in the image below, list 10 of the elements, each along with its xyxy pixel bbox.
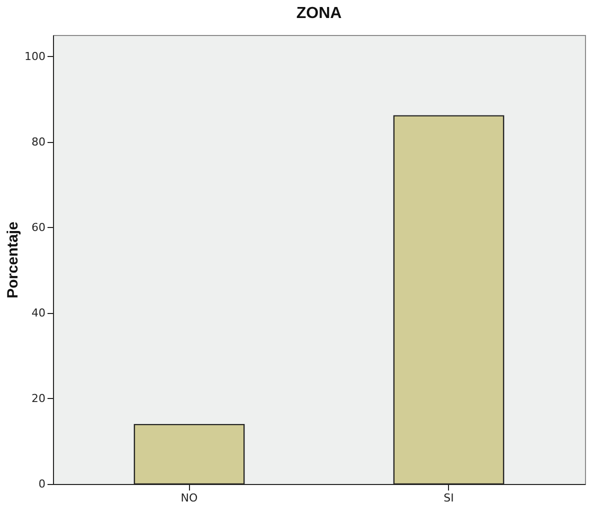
y-tick-label: 20	[32, 392, 46, 405]
y-tick-label: 40	[32, 306, 46, 320]
x-tick-label: SI	[444, 492, 454, 504]
y-axis-title: Porcentaje	[4, 222, 22, 298]
y-tick-label: 80	[32, 135, 46, 148]
y-tick-label: 60	[32, 220, 46, 234]
y-tick-label: 0	[38, 478, 46, 490]
x-tick-label: NO	[180, 492, 198, 504]
y-tick-label: 100	[24, 50, 46, 63]
chart-title: ZONA	[296, 5, 342, 22]
